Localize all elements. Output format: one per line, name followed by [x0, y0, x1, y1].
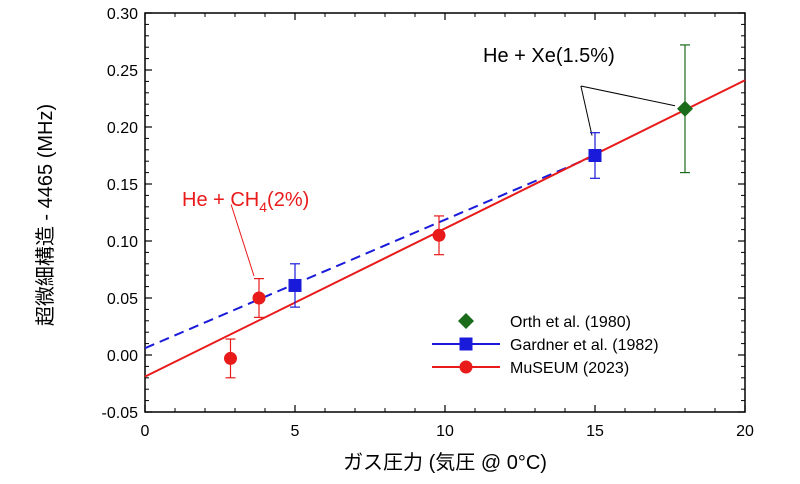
- legend-label-orth: Orth et al. (1980): [510, 314, 631, 331]
- data-point-museum: [432, 228, 446, 242]
- data-point-gardner: [588, 149, 602, 162]
- x-tick-label: 20: [736, 423, 754, 440]
- annotation-he-ch4: He + CH4(2%): [182, 189, 309, 215]
- leader-line-xe-gardner: [580, 85, 593, 136]
- y-tick-label: 0.15: [107, 177, 138, 194]
- annotation-he-xe: He + Xe(1.5%): [483, 45, 615, 67]
- fit-line-gardner: [144, 154, 596, 350]
- x-tick-label: 15: [586, 423, 604, 440]
- annotation-he-ch4-main: He + CH: [182, 189, 259, 211]
- legend-marker-gardner: [459, 337, 473, 351]
- y-tick-label: 0.25: [107, 63, 138, 80]
- leader-line-ch4: [230, 204, 255, 277]
- annotation-he-ch4-subscript: 4: [259, 199, 267, 215]
- annotation-leaders: [230, 85, 676, 277]
- data-point-gardner: [288, 278, 302, 292]
- x-axis-label: ガス圧力 (気圧 @ 0°C): [343, 451, 547, 474]
- data-point-museum: [252, 291, 266, 305]
- legend: Orth et al. (1980) Gardner et al. (1982) M…: [430, 304, 712, 382]
- x-tick-label: 0: [141, 423, 150, 440]
- data-point-museum: [224, 351, 237, 365]
- y-tick-label: 0.10: [107, 234, 138, 251]
- leader-line-xe-orth: [580, 85, 676, 107]
- y-tick-label: 0.30: [107, 6, 138, 23]
- axis-ticks: 0 5 10 15 20 -0.05 0.00 0.05 0.10 0.15 0.20 0.25 0.3…: [102, 6, 754, 440]
- y-tick-label: 0.05: [107, 291, 138, 308]
- y-axis-label: 超微細構造 - 4465 (MHz): [34, 104, 57, 326]
- data-points: [224, 100, 693, 365]
- x-tick-label: 10: [436, 423, 454, 440]
- y-tick-label: 0.00: [107, 348, 138, 365]
- fit-line-museum: [144, 79, 746, 378]
- x-tick-label: 5: [291, 423, 300, 440]
- fit-lines: [144, 79, 746, 378]
- legend-marker-orth: [458, 313, 474, 329]
- y-tick-label: 0.20: [107, 120, 138, 137]
- error-bars: [225, 44, 690, 379]
- data-point-orth: [677, 100, 693, 117]
- legend-label-gardner: Gardner et al. (1982): [510, 337, 659, 354]
- y-tick-label: -0.05: [102, 405, 139, 422]
- legend-label-museum: MuSEUM (2023): [510, 360, 629, 377]
- legend-marker-museum: [459, 360, 473, 374]
- legend-items: Orth et al. (1980) Gardner et al. (1982) M…: [432, 313, 659, 377]
- annotation-he-ch4-tail: (2%): [267, 189, 309, 211]
